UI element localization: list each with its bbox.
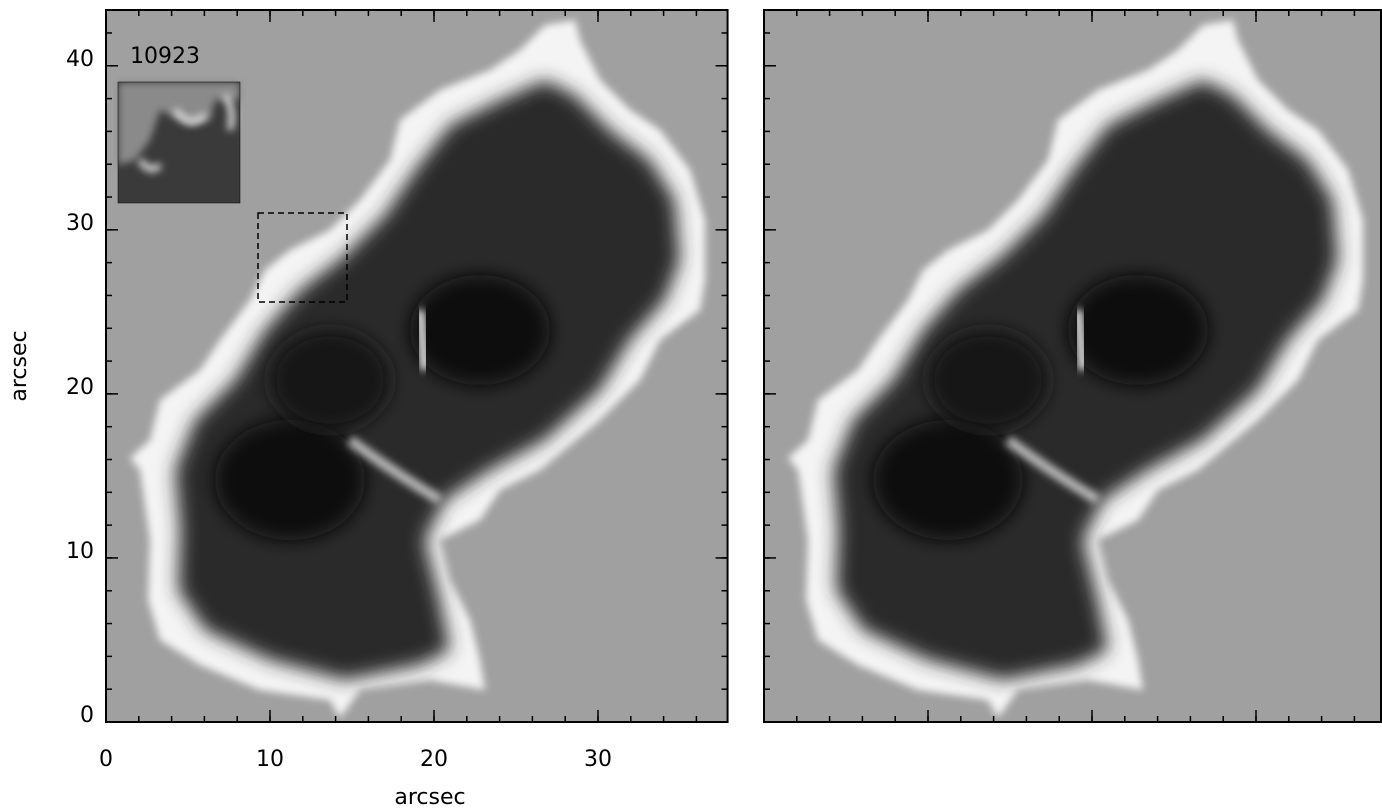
y-tick-label: 20 (66, 375, 94, 400)
figure: 10923 arcsec arcsec 0 10 20 30 0 10 20 30 40 (0, 0, 1382, 810)
x-tick-label: 30 (584, 747, 612, 772)
y-tick-label: 40 (66, 47, 94, 72)
annotation: 10923 (130, 44, 200, 69)
y-tick-label: 0 (80, 703, 94, 728)
x-axis-label: arcsec (394, 785, 465, 810)
x-tick-label: 20 (420, 747, 448, 772)
y-tick-label: 10 (66, 539, 94, 564)
x-tick-label: 10 (256, 747, 284, 772)
inset (118, 82, 240, 203)
y-tick-label: 30 (66, 211, 94, 236)
x-tick-label: 0 (99, 747, 113, 772)
image-right (764, 10, 1382, 722)
y-axis-label: arcsec (7, 330, 32, 401)
